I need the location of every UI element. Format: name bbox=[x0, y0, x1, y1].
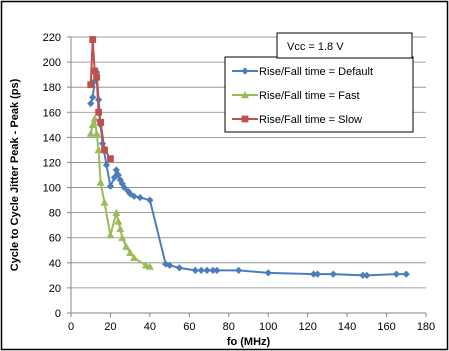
x-tick-label: 120 bbox=[298, 321, 316, 333]
y-tick-label: 40 bbox=[49, 258, 61, 270]
data-point bbox=[91, 67, 98, 74]
legend-marker bbox=[242, 116, 249, 123]
x-tick-label: 60 bbox=[183, 321, 195, 333]
data-point bbox=[101, 147, 108, 154]
x-tick-label: 140 bbox=[338, 321, 356, 333]
legend-label: Rise/Fall time = Default bbox=[259, 66, 373, 78]
data-point bbox=[89, 36, 96, 43]
y-tick-label: 220 bbox=[43, 32, 61, 44]
y-tick-label: 60 bbox=[49, 233, 61, 245]
y-tick-label: 120 bbox=[43, 157, 61, 169]
data-point bbox=[97, 119, 104, 126]
x-tick-label: 20 bbox=[104, 321, 116, 333]
data-point bbox=[95, 109, 102, 116]
y-axis-title: Cycle to Cycle Jitter Peak - Peak (ps) bbox=[9, 78, 21, 271]
x-tick-label: 160 bbox=[377, 321, 395, 333]
legend: Rise/Fall time = Default Rise/Fall time =… bbox=[225, 57, 413, 132]
y-tick-label: 140 bbox=[43, 132, 61, 144]
x-tick-label: 0 bbox=[68, 321, 74, 333]
y-tick-label: 0 bbox=[55, 308, 61, 320]
y-tick-label: 100 bbox=[43, 183, 61, 195]
vcc-annotation: Vcc = 1.8 V bbox=[277, 33, 412, 58]
x-tick-label: 40 bbox=[144, 321, 156, 333]
x-tick-label: 80 bbox=[223, 321, 235, 333]
data-point bbox=[93, 74, 100, 81]
y-tick-label: 180 bbox=[43, 82, 61, 94]
legend-label: Rise/Fall time = Slow bbox=[259, 114, 362, 126]
y-tick-label: 200 bbox=[43, 57, 61, 69]
x-tick-label: 100 bbox=[259, 321, 277, 333]
x-tick-label: 180 bbox=[417, 321, 435, 333]
x-axis-title: fo (MHz) bbox=[227, 336, 271, 348]
y-tick-label: 20 bbox=[49, 283, 61, 295]
y-tick-label: 80 bbox=[49, 208, 61, 220]
data-point bbox=[87, 81, 94, 88]
data-point bbox=[107, 155, 114, 162]
y-tick-label: 160 bbox=[43, 107, 61, 119]
legend-label: Rise/Fall time = Fast bbox=[259, 90, 360, 102]
annotation-text: Vcc = 1.8 V bbox=[287, 41, 344, 53]
